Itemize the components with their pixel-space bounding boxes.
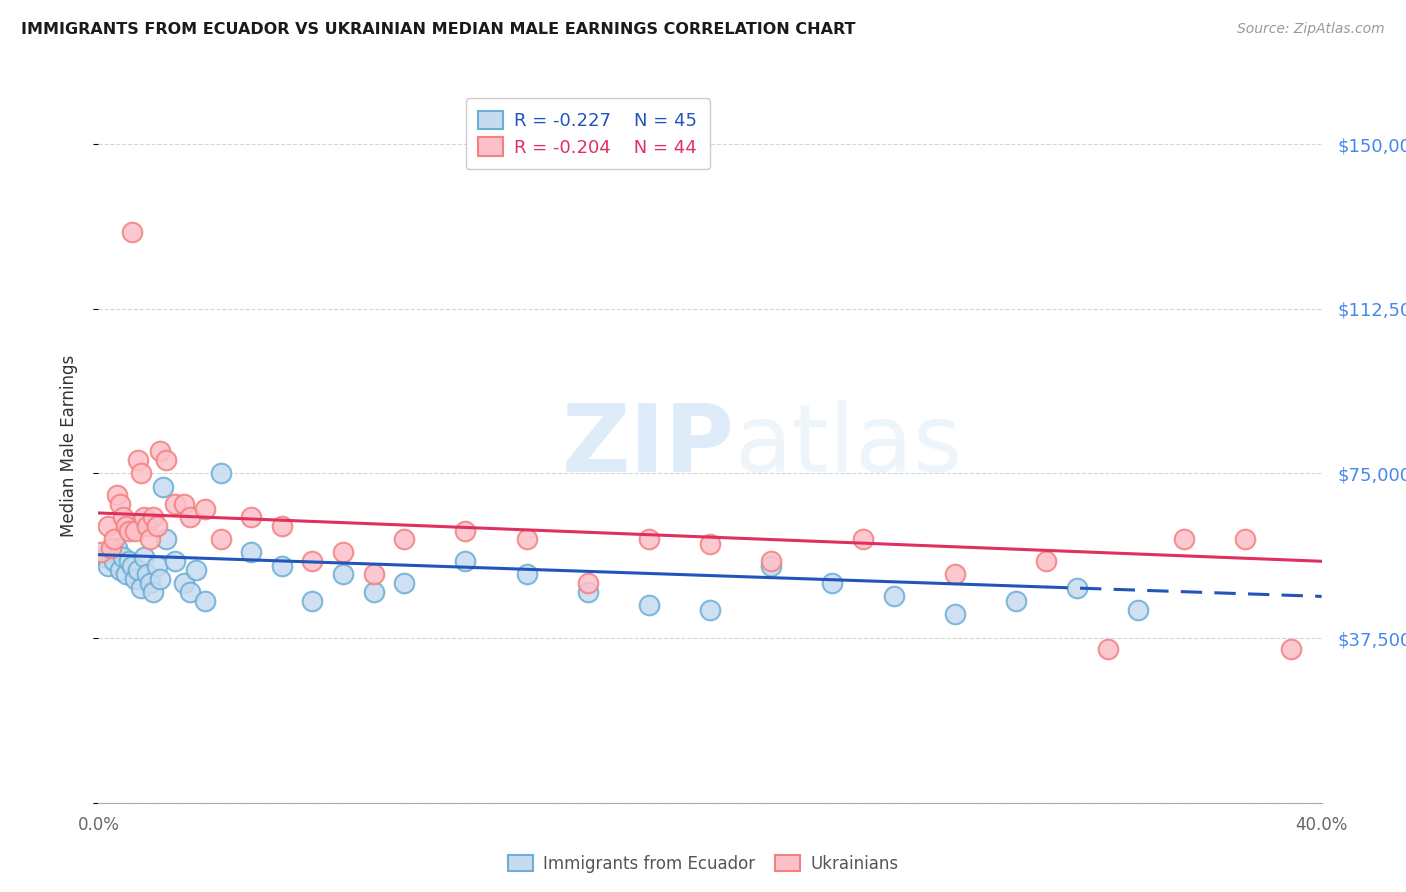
Point <box>97 558 120 573</box>
Point <box>163 497 186 511</box>
Point <box>108 497 131 511</box>
Point <box>392 576 416 591</box>
Text: IMMIGRANTS FROM ECUADOR VS UKRAINIAN MEDIAN MALE EARNINGS CORRELATION CHART: IMMIGRANTS FROM ECUADOR VS UKRAINIAN MED… <box>21 22 856 37</box>
Legend: R = -0.227    N = 45, R = -0.204    N = 44: R = -0.227 N = 45, R = -0.204 N = 44 <box>465 98 710 169</box>
Point <box>240 545 263 559</box>
Text: ZIP: ZIP <box>561 400 734 492</box>
Point <box>100 545 122 559</box>
Point <box>129 467 152 481</box>
Point <box>105 488 128 502</box>
Point <box>270 519 292 533</box>
Point <box>1097 642 1119 657</box>
Point <box>332 545 354 559</box>
Point <box>270 558 292 573</box>
Point <box>139 533 162 547</box>
Point <box>363 585 385 599</box>
Point <box>454 554 477 568</box>
Point <box>127 453 149 467</box>
Point <box>240 510 263 524</box>
Point <box>90 545 112 559</box>
Point <box>136 519 159 533</box>
Point <box>118 524 141 538</box>
Text: atlas: atlas <box>734 400 963 492</box>
Point <box>179 585 201 599</box>
Point <box>516 533 538 547</box>
Point <box>121 558 143 573</box>
Point <box>139 576 162 591</box>
Point <box>121 225 143 239</box>
Point <box>155 453 177 467</box>
Point <box>115 519 138 533</box>
Point <box>1234 533 1257 547</box>
Point <box>516 567 538 582</box>
Point <box>142 585 165 599</box>
Point <box>883 590 905 604</box>
Point <box>100 541 122 555</box>
Point <box>103 533 125 547</box>
Point <box>1004 594 1026 608</box>
Point <box>209 533 232 547</box>
Point <box>454 524 477 538</box>
Point <box>943 567 966 582</box>
Point <box>149 444 172 458</box>
Point <box>163 554 186 568</box>
Point <box>332 567 354 582</box>
Point <box>576 576 599 591</box>
Point <box>1279 642 1302 657</box>
Point <box>1173 533 1195 547</box>
Point <box>136 567 159 582</box>
Point <box>852 533 875 547</box>
Point <box>209 467 232 481</box>
Point <box>111 510 134 524</box>
Point <box>103 554 125 568</box>
Point <box>179 510 201 524</box>
Point <box>124 572 146 586</box>
Point <box>149 572 172 586</box>
Point <box>301 554 323 568</box>
Point <box>173 576 195 591</box>
Point <box>155 533 177 547</box>
Point <box>173 497 195 511</box>
Point <box>576 585 599 599</box>
Point <box>1035 554 1057 568</box>
Point <box>759 558 782 573</box>
Point <box>943 607 966 621</box>
Point <box>118 554 141 568</box>
Point <box>637 533 661 547</box>
Point <box>134 510 156 524</box>
Point <box>111 549 134 564</box>
Point <box>186 563 208 577</box>
Point <box>127 563 149 577</box>
Point <box>129 581 152 595</box>
Point <box>115 567 138 582</box>
Point <box>145 558 167 573</box>
Point <box>194 594 217 608</box>
Point <box>105 541 128 555</box>
Point <box>1066 581 1088 595</box>
Point <box>363 567 385 582</box>
Y-axis label: Median Male Earnings: Median Male Earnings <box>59 355 77 537</box>
Point <box>97 519 120 533</box>
Point <box>124 524 146 538</box>
Point <box>699 602 721 616</box>
Point <box>108 563 131 577</box>
Point <box>93 549 115 564</box>
Point <box>301 594 323 608</box>
Point <box>194 501 217 516</box>
Point <box>759 554 782 568</box>
Text: Source: ZipAtlas.com: Source: ZipAtlas.com <box>1237 22 1385 37</box>
Point <box>152 480 174 494</box>
Point <box>142 510 165 524</box>
Point <box>637 598 661 612</box>
Point <box>699 537 721 551</box>
Point <box>145 519 167 533</box>
Point <box>392 533 416 547</box>
Point <box>821 576 844 591</box>
Legend: Immigrants from Ecuador, Ukrainians: Immigrants from Ecuador, Ukrainians <box>501 848 905 880</box>
Point <box>1128 602 1150 616</box>
Point <box>134 549 156 564</box>
